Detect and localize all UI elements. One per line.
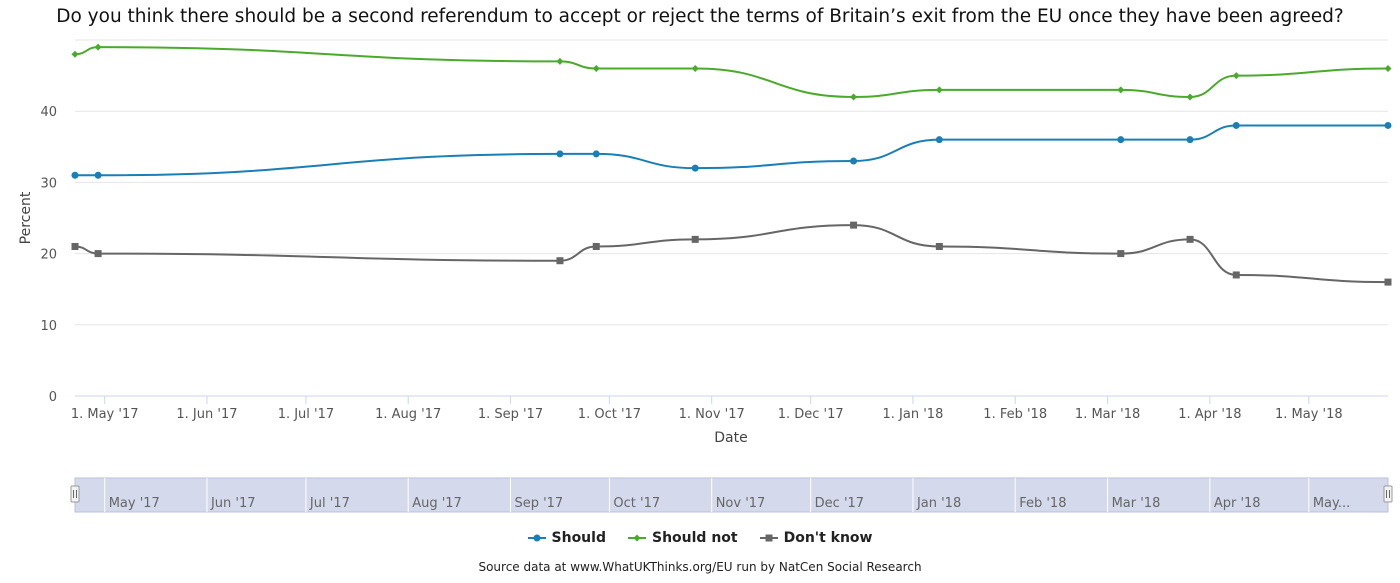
y-tick-label: 40 [40, 105, 57, 120]
data-point-don-t-know [1384, 278, 1392, 286]
data-point-should [592, 150, 600, 158]
data-point-should-not [1232, 72, 1240, 80]
data-point-should [691, 164, 699, 172]
legend-symbol-should-not [627, 534, 646, 542]
navigator-label: Jul '17 [309, 496, 350, 511]
navigator-label: Apr '18 [1214, 496, 1261, 511]
y-axis: 0 10 20 30 40 [40, 105, 57, 405]
x-axis-title: Date [714, 430, 747, 446]
series-line-don-t-know [74, 224, 1389, 284]
series-should-not [71, 43, 1392, 101]
data-point-don-t-know [1186, 235, 1194, 243]
navigator-label: Aug '17 [412, 496, 462, 511]
x-tick-label: 1. May '17 [71, 407, 139, 422]
navigator-label: Oct '17 [613, 496, 660, 511]
y-tick-label: 0 [49, 390, 57, 405]
legend: Should Should not Don't know [0, 530, 1400, 546]
data-point-should [71, 171, 79, 179]
navigator-label: Dec '17 [815, 496, 864, 511]
data-point-should-not [556, 57, 564, 65]
chart-title: Do you think there should be a second re… [56, 6, 1344, 27]
data-point-should-not [1186, 93, 1194, 101]
data-point-should [1117, 136, 1125, 144]
data-point-don-t-know [935, 242, 943, 250]
legend-label: Should not [651, 530, 738, 546]
navigator-handle-right[interactable] [1383, 485, 1393, 503]
data-point-don-t-know [71, 242, 79, 250]
legend-item-should[interactable]: Should [527, 530, 606, 546]
data-point-should [1384, 121, 1392, 129]
navigator-label: May '17 [109, 496, 160, 511]
x-tick-label: 1. Nov '17 [679, 407, 745, 422]
x-tick-label: 1. May '18 [1275, 407, 1343, 422]
data-point-should-not [592, 64, 600, 72]
legend-symbol-don-t-know [759, 534, 778, 542]
series-line-should-not [74, 46, 1389, 98]
legend-symbol-should [527, 534, 546, 542]
x-tick-label: 1. Apr '18 [1178, 407, 1241, 422]
data-point-should [935, 136, 943, 144]
data-point-don-t-know [592, 242, 600, 250]
x-tick-label: 1. Oct '17 [578, 407, 641, 422]
navigator-label: Jun '17 [210, 496, 256, 511]
x-tick-label: 1. Jun '17 [176, 407, 237, 422]
data-point-should [556, 150, 564, 158]
series-lines [71, 43, 1392, 286]
x-axis: 1. May '17 1. Jun '17 1. Jul '17 1. Aug '17… [71, 396, 1343, 422]
data-point-should-not [71, 50, 79, 58]
navigator-label: Jan '18 [916, 496, 961, 511]
series-should [71, 121, 1392, 179]
navigator-label: Sep '17 [514, 496, 563, 511]
series-line-should [75, 124, 1388, 177]
x-tick-label: 1. Feb '18 [983, 407, 1047, 422]
y-tick-label: 20 [40, 248, 57, 263]
navigator-handle-left[interactable] [70, 485, 80, 503]
data-point-should-not [94, 43, 102, 51]
legend-label: Don't know [783, 530, 873, 546]
range-navigator[interactable]: May '17 Jun '17 Jul '17 Aug '17 Sep '17 Oct '… [70, 477, 1393, 513]
data-point-don-t-know [1232, 271, 1240, 279]
grid-lines [75, 39, 1388, 397]
data-point-should [850, 157, 858, 165]
handle-grip [70, 485, 80, 503]
navigator-label: Mar '18 [1112, 496, 1161, 511]
data-point-don-t-know [94, 250, 102, 258]
y-tick-label: 30 [40, 176, 57, 191]
navigator-label: Feb '18 [1019, 496, 1066, 511]
data-point-don-t-know [556, 257, 564, 265]
y-tick-label: 10 [40, 319, 57, 334]
legend-item-should-not[interactable]: Should not [627, 530, 738, 546]
data-point-should [94, 171, 102, 179]
data-point-don-t-know [1117, 250, 1125, 258]
x-tick-label: 1. Aug '17 [375, 407, 441, 422]
navigator-label: Nov '17 [716, 496, 766, 511]
x-tick-label: 1. Mar '18 [1075, 407, 1140, 422]
data-point-should [1186, 136, 1194, 144]
legend-item-don-t-know[interactable]: Don't know [759, 530, 873, 546]
x-tick-label: 1. Jan '18 [883, 407, 944, 422]
source-note: Source data at www.WhatUKThinks.org/EU r… [478, 560, 922, 574]
data-point-should-not [1384, 64, 1392, 72]
data-point-should-not [691, 64, 699, 72]
data-point-don-t-know [850, 221, 858, 229]
x-tick-label: 1. Jul '17 [278, 407, 334, 422]
data-point-don-t-know [691, 235, 699, 243]
data-point-should-not [850, 93, 858, 101]
navigator-label: May... [1313, 496, 1350, 511]
data-point-should-not [1117, 86, 1125, 94]
legend-label: Should [551, 530, 606, 546]
y-axis-title: Percent [18, 191, 34, 244]
series-don-t-know [71, 221, 1392, 286]
data-point-should-not [935, 86, 943, 94]
x-tick-label: 1. Dec '17 [778, 407, 844, 422]
x-tick-label: 1. Sep '17 [478, 407, 543, 422]
handle-grip [1383, 485, 1393, 503]
data-point-should [1232, 121, 1240, 129]
